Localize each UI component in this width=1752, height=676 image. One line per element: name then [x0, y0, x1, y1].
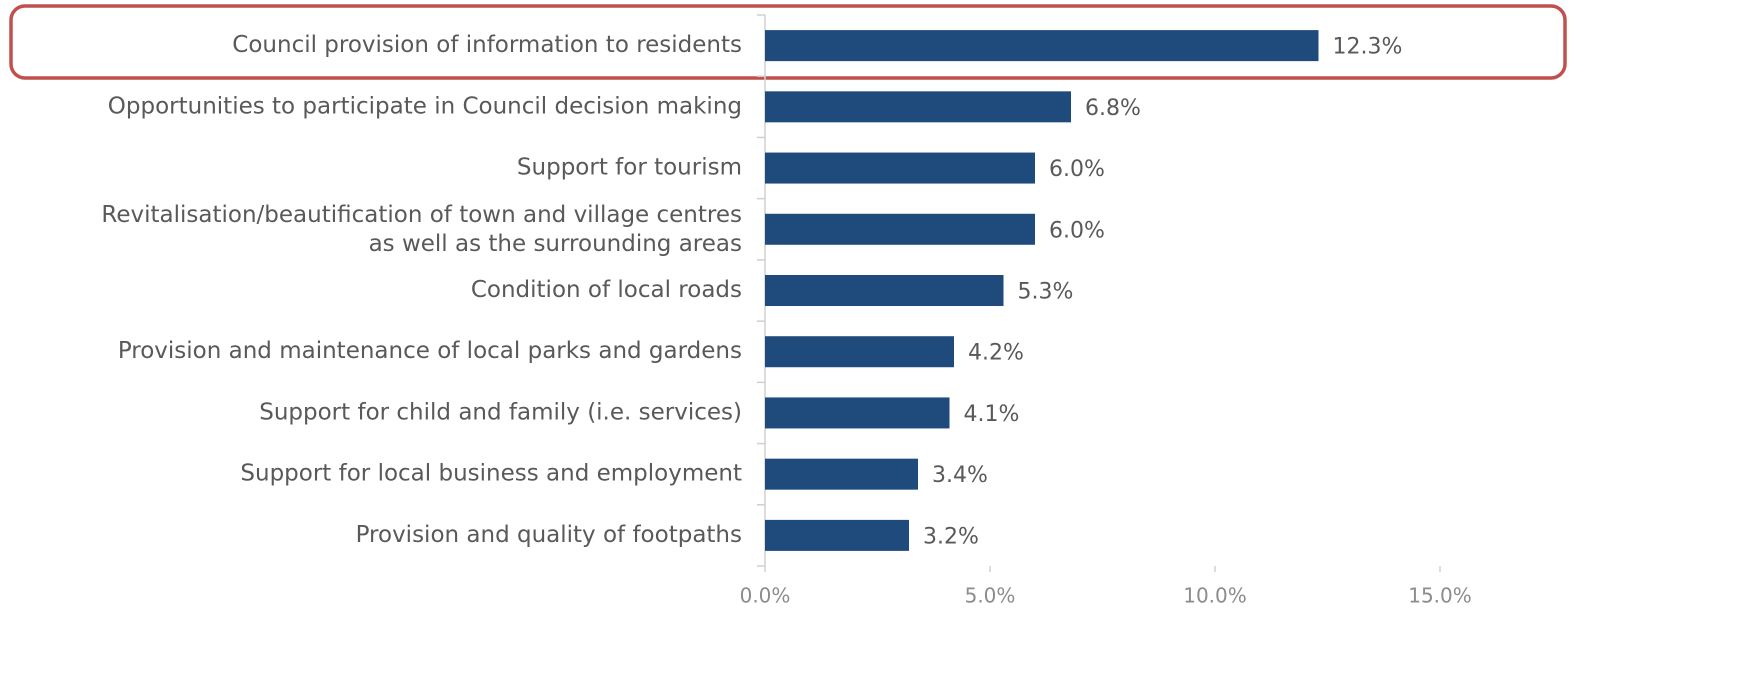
- category-label: Council provision of information to resi…: [232, 32, 742, 58]
- value-label: 4.1%: [964, 402, 1020, 427]
- value-label: 12.3%: [1333, 35, 1403, 60]
- category-label: Support for tourism: [517, 155, 742, 181]
- bar: [765, 336, 954, 368]
- x-tick-label: 10.0%: [1183, 584, 1247, 608]
- value-label: 3.4%: [932, 463, 988, 488]
- category-label: Provision and quality of footpaths: [356, 522, 742, 548]
- value-label: 3.2%: [923, 524, 979, 549]
- category-label: Condition of local roads: [471, 277, 742, 303]
- x-tick-label: 15.0%: [1408, 584, 1472, 608]
- category-label: Revitalisation/beautification of town an…: [101, 201, 742, 256]
- category-label: Support for local business and employmen…: [240, 461, 742, 487]
- bar: [765, 30, 1319, 62]
- category-label-line: Revitalisation/beautification of town an…: [101, 201, 742, 227]
- bar: [765, 275, 1004, 306]
- x-tick-label: 5.0%: [965, 584, 1016, 608]
- value-label: 4.2%: [968, 341, 1024, 366]
- highlight-box: [9, 4, 1567, 80]
- x-tick-label: 0.0%: [740, 584, 791, 608]
- category-label: Support for child and family (i.e. servi…: [259, 399, 742, 425]
- bar: [765, 397, 950, 429]
- bar: [765, 91, 1071, 123]
- bar: [765, 213, 1035, 245]
- value-label: 6.8%: [1085, 96, 1141, 121]
- value-label: 5.3%: [1018, 280, 1074, 305]
- category-label: Provision and maintenance of local parks…: [118, 338, 742, 364]
- value-label: 6.0%: [1049, 218, 1105, 243]
- bar: [765, 519, 909, 551]
- category-label-line: as well as the surrounding areas: [369, 230, 742, 256]
- value-label: 6.0%: [1049, 157, 1105, 182]
- bar: [765, 152, 1035, 184]
- bar: [765, 458, 918, 490]
- category-label: Opportunities to participate in Council …: [108, 93, 742, 119]
